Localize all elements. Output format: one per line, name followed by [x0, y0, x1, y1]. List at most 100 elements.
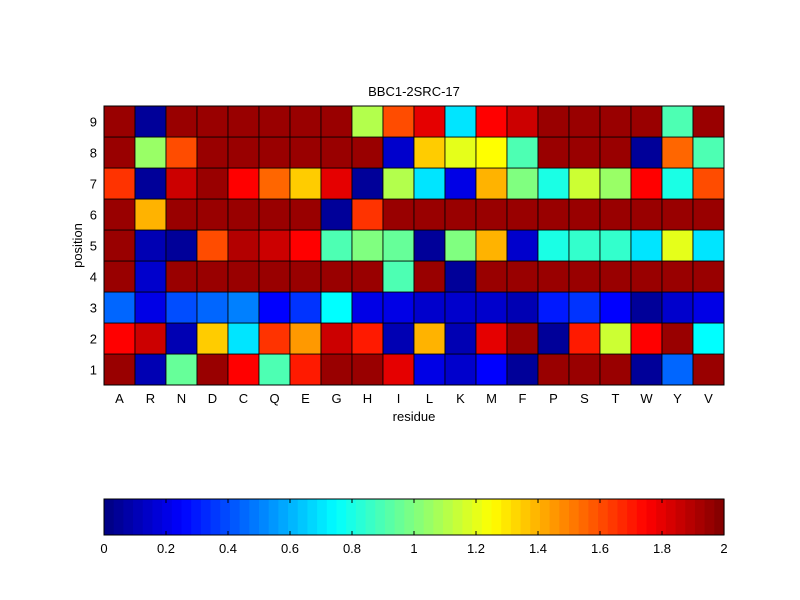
colorbar-swatch	[675, 499, 686, 535]
heatmap-cell-5-Y	[661, 229, 694, 262]
heatmap-cell-5-P	[537, 229, 570, 262]
heatmap-cell-8-R	[134, 136, 167, 169]
heatmap-cell-5-A	[103, 229, 136, 262]
colorbar-swatch	[423, 499, 434, 535]
colorbar-swatch	[510, 499, 522, 535]
heatmap-cell-8-W	[630, 136, 663, 169]
colorbar-tick-label: 1.6	[591, 541, 609, 556]
heatmap-cell-9-G	[320, 105, 353, 138]
colorbar-swatch	[113, 499, 124, 535]
y-tick-labels: 1 2 3 4 5 6 7 8 9	[90, 115, 97, 378]
x-tick-label: F	[519, 391, 527, 406]
heatmap-cell-7-E	[289, 167, 322, 200]
heatmap-cell-5-S	[568, 229, 601, 262]
colorbar-swatch	[336, 499, 347, 535]
heatmap-cell-4-S	[568, 260, 601, 293]
heatmap-cell-9-I	[382, 105, 415, 138]
heatmap-cell-5-I	[382, 229, 415, 262]
heatmap-cell-2-Y	[661, 322, 694, 355]
colorbar-swatch	[462, 499, 473, 535]
heatmap-cell-1-D	[196, 353, 229, 386]
colorbar-swatch	[588, 499, 599, 535]
colorbar-swatch	[181, 499, 192, 535]
heatmap-cell-2-T	[599, 322, 632, 355]
heatmap-cell-8-P	[537, 136, 570, 169]
x-tick-label: S	[580, 391, 589, 406]
heatmap-cell-9-P	[537, 105, 570, 138]
heatmap-cell-2-M	[475, 322, 508, 355]
heatmap-cell-2-Q	[258, 322, 291, 355]
heatmap-cell-9-A	[103, 105, 136, 138]
heatmap-cell-8-Y	[661, 136, 694, 169]
heatmap-cell-3-S	[568, 291, 601, 324]
colorbar-swatch	[539, 499, 551, 535]
colorbar-swatch	[414, 499, 425, 535]
y-tick-label: 4	[90, 270, 97, 285]
heatmap-cell-4-P	[537, 260, 570, 293]
heatmap-cell-3-M	[475, 291, 508, 324]
x-tick-label: P	[549, 391, 558, 406]
colorbar-tick-label: 1.2	[467, 541, 485, 556]
colorbar-swatch	[636, 499, 648, 535]
heatmap-cell-8-I	[382, 136, 415, 169]
heatmap-cell-9-V	[692, 105, 725, 138]
heatmap-cell-1-P	[537, 353, 570, 386]
heatmap-cell-7-P	[537, 167, 570, 200]
heatmap-cell-9-H	[351, 105, 384, 138]
heatmap-cell-5-R	[134, 229, 167, 262]
colorbar-swatch	[133, 499, 144, 535]
heatmap-cell-8-N	[165, 136, 198, 169]
heatmap-cell-7-H	[351, 167, 384, 200]
heatmap-cell-2-V	[692, 322, 725, 355]
colorbar-swatch	[569, 499, 580, 535]
colorbar-swatch	[452, 499, 464, 535]
heatmap-cell-3-V	[692, 291, 725, 324]
heatmap-cell-1-G	[320, 353, 353, 386]
heatmap-cell-2-H	[351, 322, 384, 355]
heatmap-cell-5-L	[413, 229, 446, 262]
heatmap-cell-3-E	[289, 291, 322, 324]
heatmap-cell-9-F	[506, 105, 539, 138]
heatmap-cell-8-D	[196, 136, 229, 169]
colorbar-swatch	[123, 499, 134, 535]
heatmap-cell-6-N	[165, 198, 198, 231]
heatmap-cell-8-A	[103, 136, 136, 169]
heatmap-cell-4-D	[196, 260, 229, 293]
heatmap-cell-9-W	[630, 105, 663, 138]
heatmap-cell-2-N	[165, 322, 198, 355]
heatmap-cell-6-E	[289, 198, 322, 231]
colorbar-swatch	[665, 499, 677, 535]
colorbar-swatch	[598, 499, 609, 535]
y-tick-label: 2	[90, 332, 97, 347]
heatmap-cell-9-L	[413, 105, 446, 138]
heatmap-cell-4-T	[599, 260, 632, 293]
heatmap-cell-4-F	[506, 260, 539, 293]
colorbar-swatch	[530, 499, 541, 535]
heatmap-cell-6-G	[320, 198, 353, 231]
heatmap-cell-9-N	[165, 105, 198, 138]
heatmap-cell-1-F	[506, 353, 539, 386]
colorbar-tick-label: 0.4	[219, 541, 237, 556]
heatmap-cell-8-M	[475, 136, 508, 169]
colorbar-swatch	[714, 499, 725, 535]
heatmap-cell-4-A	[103, 260, 136, 293]
x-tick-label: Y	[673, 391, 682, 406]
heatmap-cell-6-Y	[661, 198, 694, 231]
heatmap-cell-6-K	[444, 198, 477, 231]
heatmap-cell-8-K	[444, 136, 477, 169]
colorbar-swatch	[239, 499, 250, 535]
y-tick-label: 3	[90, 301, 97, 316]
colorbar-tick-label: 0.8	[343, 541, 361, 556]
heatmap-cell-3-P	[537, 291, 570, 324]
heatmap-cell-8-C	[227, 136, 260, 169]
heatmap-cell-9-R	[134, 105, 167, 138]
colorbar-swatch	[355, 499, 367, 535]
heatmap-cell-7-M	[475, 167, 508, 200]
colorbar-tick-label: 0	[100, 541, 107, 556]
colorbar-swatch	[288, 499, 299, 535]
heatmap-cell-8-V	[692, 136, 725, 169]
heatmap-cell-4-N	[165, 260, 198, 293]
heatmap-cell-7-L	[413, 167, 446, 200]
heatmap-cell-7-V	[692, 167, 725, 200]
heatmap-cell-6-Q	[258, 198, 291, 231]
